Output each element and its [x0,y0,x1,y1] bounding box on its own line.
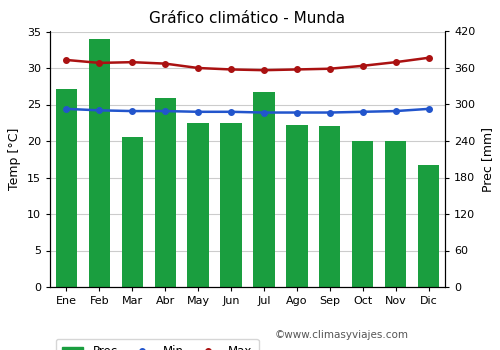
Bar [319,126,340,287]
Legend: Prec, Min, Max: Prec, Min, Max [56,339,258,350]
Title: Gráfico climático - Munda: Gráfico climático - Munda [150,11,346,26]
Bar [220,123,242,287]
Bar [254,92,274,287]
Bar [122,137,143,287]
Bar [418,165,439,287]
Bar [352,141,374,287]
Bar [56,89,77,287]
Bar [188,123,209,287]
Text: ©www.climasyviajes.com: ©www.climasyviajes.com [275,329,409,340]
Bar [286,125,308,287]
Bar [88,39,110,287]
Y-axis label: Prec [mm]: Prec [mm] [481,127,494,192]
Y-axis label: Temp [°C]: Temp [°C] [8,128,22,190]
Bar [154,98,176,287]
Bar [385,141,406,287]
